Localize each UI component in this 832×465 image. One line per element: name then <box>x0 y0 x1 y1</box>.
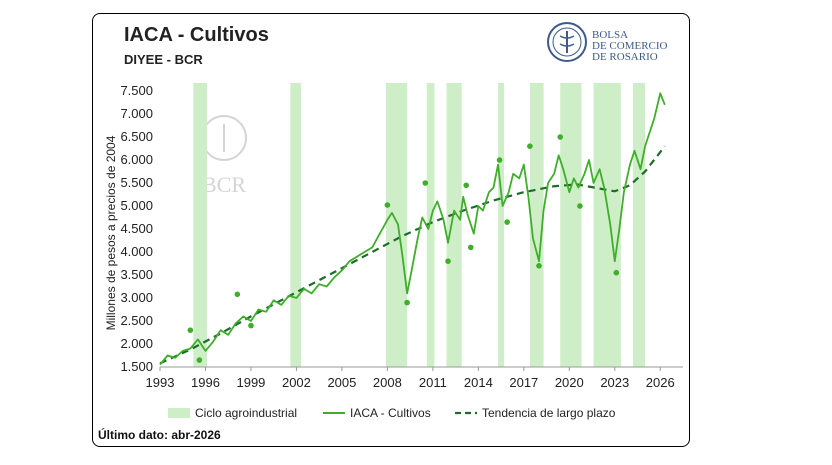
cycle-point <box>404 299 410 306</box>
cycle-band <box>529 83 544 367</box>
x-tick-label: 2023 <box>600 375 629 390</box>
cycle-band <box>560 83 582 367</box>
x-tick-label: 2008 <box>373 375 402 390</box>
x-tick-label: 2017 <box>509 375 538 390</box>
cycle-point <box>234 291 241 298</box>
x-tick-label: 2014 <box>464 375 493 390</box>
chart-subtitle: DIYEE - BCR <box>124 52 203 67</box>
y-tick-label: 5.500 <box>120 175 153 190</box>
logo-line-1: BOLSA <box>592 29 628 41</box>
cycle-point <box>613 269 620 276</box>
bcr-watermark: BCR <box>201 115 247 197</box>
y-tick-label: 2.000 <box>120 336 153 351</box>
cycle-band <box>290 83 301 367</box>
cycle-band <box>426 83 435 367</box>
x-tick-label: 2011 <box>419 375 447 390</box>
cycle-point <box>422 180 429 186</box>
cycle-point <box>248 322 254 329</box>
x-tick-label: 2026 <box>646 375 675 390</box>
cycle-point <box>187 327 194 334</box>
y-tick-label: 2.500 <box>120 313 153 328</box>
x-tick-label: 2002 <box>282 375 311 390</box>
cycle-band <box>193 83 207 367</box>
cycle-bands <box>193 83 646 367</box>
legend-label-trend: Tendencia de largo plazo <box>482 406 616 420</box>
legend: Ciclo agroindustrial IACA - Cultivos Tende… <box>168 406 616 420</box>
x-tick-label: 1993 <box>146 375 175 390</box>
y-tick-label: 3.000 <box>120 290 153 305</box>
y-axis-label: Millones de pesos a precios de 2004 <box>104 135 118 330</box>
y-tick-label: 4.500 <box>120 221 153 236</box>
y-tick-label: 7.500 <box>120 83 153 98</box>
logo-line-3: DE ROSARIO <box>592 51 658 63</box>
cycle-band <box>632 83 646 367</box>
logo-ring <box>547 22 587 62</box>
bcr-logo: BOLSA DE COMERCIO DE ROSARIO <box>547 22 668 63</box>
y-tick-label: 6.000 <box>120 152 153 167</box>
cycle-point <box>496 157 503 163</box>
x-tick-label: 1999 <box>236 375 265 390</box>
cycle-point <box>463 182 470 189</box>
legend-label-band: Ciclo agroindustrial <box>195 406 297 420</box>
iaca-line <box>159 92 666 366</box>
cycle-point <box>536 263 542 269</box>
last-data-note: Último dato: abr-2026 <box>98 428 221 442</box>
y-tick-label: 6.500 <box>120 129 153 144</box>
cycle-band <box>385 83 408 367</box>
y-tick-label: 1.500 <box>120 359 153 374</box>
legend-band-swatch <box>168 408 190 418</box>
y-tick-label: 3.500 <box>120 267 153 282</box>
logo-inner-ring <box>552 27 582 57</box>
cycle-point <box>504 219 510 225</box>
x-tick-label: 1996 <box>191 375 220 390</box>
cycle-point <box>445 258 451 265</box>
cycle-point <box>527 143 533 149</box>
logo-line-2: DE COMERCIO <box>592 40 668 52</box>
x-tick-label: 2005 <box>327 375 356 390</box>
cycle-band <box>593 83 621 367</box>
cycle-point <box>384 202 391 208</box>
cycle-band <box>498 83 505 367</box>
cycle-point <box>557 134 564 140</box>
cycle-band <box>446 83 462 367</box>
cycle-point <box>577 203 583 209</box>
y-tick-label: 7.000 <box>120 106 153 121</box>
watermark-text: BCR <box>202 172 246 197</box>
y-tick-label: 5.000 <box>120 198 153 213</box>
y-tick-label: 4.000 <box>120 244 153 259</box>
cycle-point <box>196 357 203 363</box>
chart-title: IACA - Cultivos <box>124 24 269 46</box>
cycle-point <box>467 244 474 251</box>
series <box>159 92 666 366</box>
axes: 1993 1996 1999 2002 2005 2008 2011 2014 2017 2020… <box>104 83 683 390</box>
logo-wings <box>559 35 575 47</box>
x-tick-label: 2020 <box>555 375 584 390</box>
legend-label-iaca: IACA - Cultivos <box>350 406 431 420</box>
